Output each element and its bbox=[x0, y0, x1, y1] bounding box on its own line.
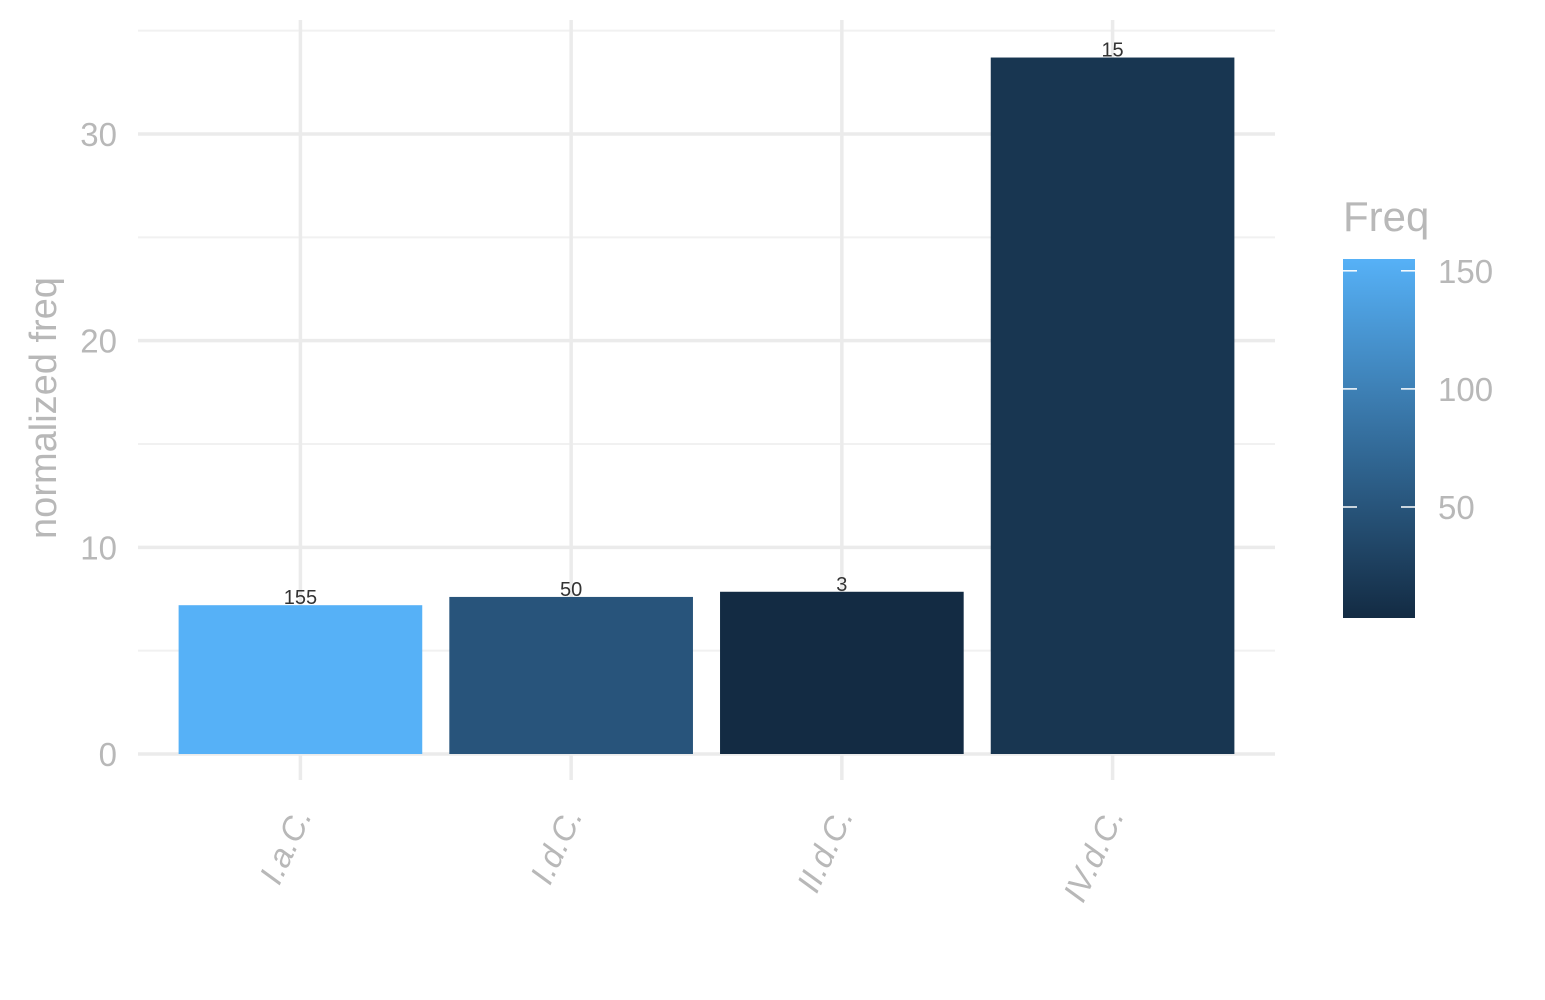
x-tick-label: I.d.C. bbox=[523, 802, 590, 889]
bar-data-label: 15 bbox=[1101, 40, 1123, 62]
bar bbox=[720, 591, 964, 754]
bar-data-label: 50 bbox=[560, 579, 582, 601]
bar bbox=[178, 605, 423, 754]
y-axis-label: normalized freq bbox=[23, 277, 65, 539]
y-tick-label: 30 bbox=[80, 116, 117, 153]
bar-layer bbox=[178, 57, 1235, 755]
label-layer: 155 50 3 15 bbox=[284, 40, 1124, 610]
legend: Freq 50 100 150 bbox=[1343, 193, 1493, 618]
x-tick-label: IV.d.C. bbox=[1056, 802, 1131, 907]
bar-data-label: 3 bbox=[836, 574, 847, 596]
x-tick-label: II.d.C. bbox=[789, 802, 860, 897]
legend-tick-label: 150 bbox=[1438, 253, 1493, 290]
y-tick-label: 20 bbox=[80, 323, 117, 360]
bar bbox=[449, 596, 693, 754]
legend-tick-label: 100 bbox=[1438, 371, 1493, 408]
y-tick-label: 10 bbox=[80, 529, 117, 566]
legend-title: Freq bbox=[1343, 193, 1429, 240]
x-tick-label: I.a.C. bbox=[252, 802, 319, 889]
bar-data-label: 155 bbox=[284, 587, 317, 609]
tick-layer: 0 10 20 30 I.a.C. I.d.C. II.d.C. IV.d.C. bbox=[80, 116, 1131, 907]
y-tick-label: 0 bbox=[99, 736, 117, 773]
colorbar bbox=[1343, 259, 1415, 618]
legend-tick-label: 50 bbox=[1438, 489, 1475, 526]
bar bbox=[990, 57, 1235, 755]
